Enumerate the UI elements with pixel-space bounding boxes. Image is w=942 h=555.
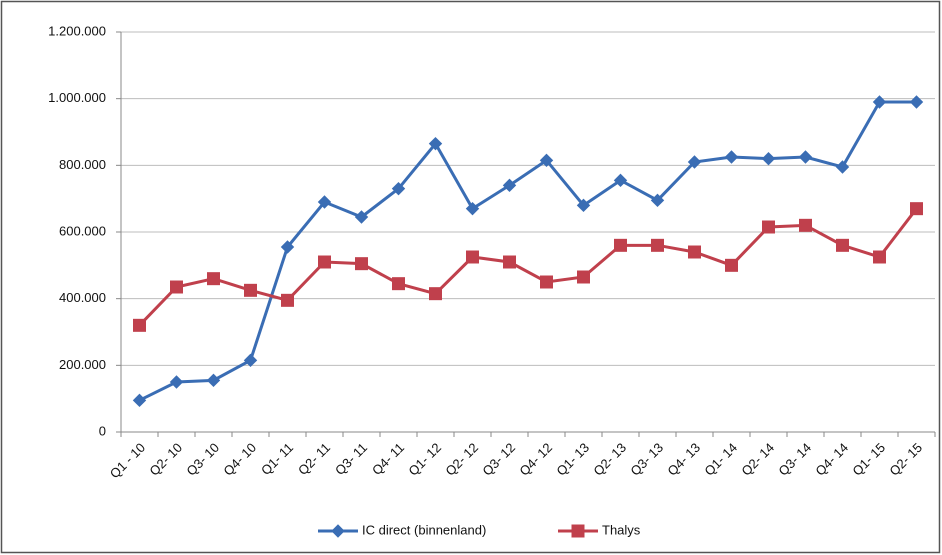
point-marker [170,280,183,294]
point-marker [243,353,258,368]
point-marker [354,210,369,224]
legend-label: IC direct (binnenland) [362,522,486,537]
point-marker [651,238,664,252]
point-marker [724,150,739,164]
point-marker [280,240,295,254]
y-tick-label: 1.000.000 [48,90,106,105]
point-marker [872,95,887,109]
point-marker [909,95,924,109]
point-marker [244,283,257,297]
y-tick-label: 800.000 [59,157,106,172]
point-marker [798,150,813,164]
point-marker [502,178,517,193]
point-marker [281,293,294,307]
point-marker [318,255,331,269]
point-marker [687,155,702,169]
series-line [138,100,917,402]
point-marker [571,524,585,538]
point-marker [576,198,591,213]
point-marker [835,160,850,174]
point-marker [133,318,146,332]
point-marker [355,257,368,271]
point-marker [429,287,442,301]
point-marker [614,238,627,252]
point-marker [836,238,849,252]
series-line [138,207,918,327]
point-marker [207,272,220,286]
point-marker [503,255,516,269]
point-marker [613,173,628,188]
point-marker [465,201,480,216]
point-marker [910,202,923,216]
y-tick-label: 200.000 [59,357,106,372]
y-tick-label: 400.000 [59,290,106,305]
point-marker [762,220,775,234]
point-marker [206,373,221,388]
y-tick-label: 0 [99,423,106,438]
point-marker [428,136,443,151]
y-tick-label: 1.200.000 [48,23,106,38]
legend-label: Thalys [602,522,641,537]
point-marker [466,250,479,264]
point-marker [391,181,406,196]
point-marker [873,250,886,264]
point-marker [688,245,701,259]
point-marker [761,151,776,166]
point-marker [540,275,553,289]
y-tick-label: 600.000 [59,223,106,238]
point-marker [539,153,554,168]
point-marker [392,277,405,291]
point-marker [317,195,332,209]
point-marker [799,218,812,232]
point-marker [331,524,345,538]
point-marker [725,258,738,272]
point-marker [169,375,184,389]
point-marker [132,393,147,408]
point-marker [650,193,665,208]
point-marker [577,270,590,284]
